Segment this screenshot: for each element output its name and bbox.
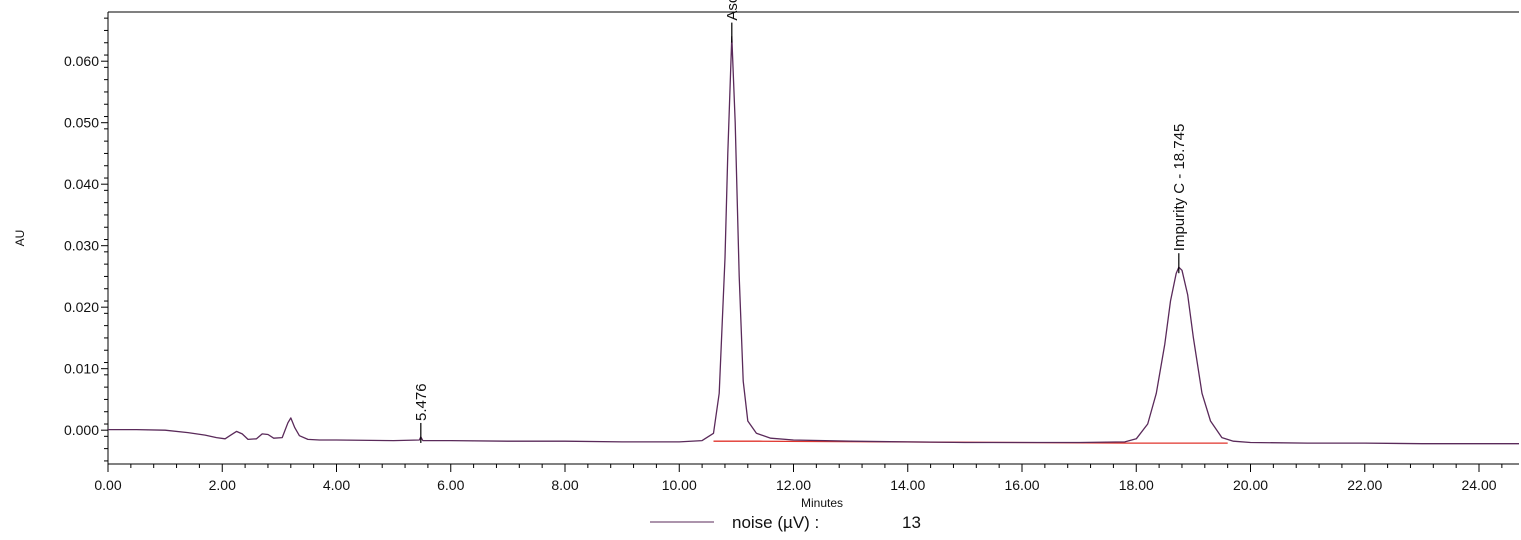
- x-tick-label: 8.00: [551, 477, 578, 493]
- legend-label: noise (µV) :: [732, 513, 819, 532]
- y-tick-label: 0.030: [64, 238, 99, 254]
- y-axis-title: AU: [13, 230, 27, 247]
- x-tick-label: 20.00: [1233, 477, 1268, 493]
- legend-value: 13: [902, 513, 921, 532]
- x-tick-label: 22.00: [1347, 477, 1382, 493]
- y-ticks-group: 0.000 0.010 0.020 0.030 0.040 0.050 0.060: [64, 53, 108, 438]
- series-group: [108, 35, 1519, 445]
- minor-ticks-group: [104, 17, 1503, 468]
- y-tick-label: 0.020: [64, 299, 99, 315]
- peak-label: Impurity C - 18.745: [1171, 124, 1188, 252]
- y-tick-label: 0.000: [64, 422, 99, 438]
- x-tick-label: 6.00: [437, 477, 464, 493]
- peak-annotations-group: 5.476 Ascorbic acid - 10.920 Impurity C - …: [413, 0, 1188, 443]
- y-tick-label: 0.050: [64, 115, 99, 131]
- chromatogram-trace: [108, 35, 1519, 445]
- x-tick-label: 16.00: [1004, 477, 1039, 493]
- y-tick-label: 0.060: [64, 53, 99, 69]
- x-tick-label: 0.00: [94, 477, 121, 493]
- x-tick-label: 12.00: [776, 477, 811, 493]
- y-tick-label: 0.010: [64, 361, 99, 377]
- x-axis-title: Minutes: [801, 496, 843, 510]
- axes-group: [107, 11, 1519, 465]
- x-tick-label: 24.00: [1461, 477, 1496, 493]
- peak-label: 5.476: [413, 383, 430, 421]
- x-tick-label: 4.00: [323, 477, 350, 493]
- x-tick-label: 10.00: [662, 477, 697, 493]
- y-tick-label: 0.040: [64, 176, 99, 192]
- x-tick-label: 2.00: [209, 477, 236, 493]
- legend: noise (µV) : 13: [650, 513, 921, 532]
- x-ticks-group: 0.00 2.00 4.00 6.00 8.00 10.00 12.00 14.00 16.00…: [94, 464, 1497, 493]
- x-tick-label: 18.00: [1119, 477, 1154, 493]
- x-tick-label: 14.00: [890, 477, 925, 493]
- peak-label: Ascorbic acid - 10.920: [724, 0, 741, 21]
